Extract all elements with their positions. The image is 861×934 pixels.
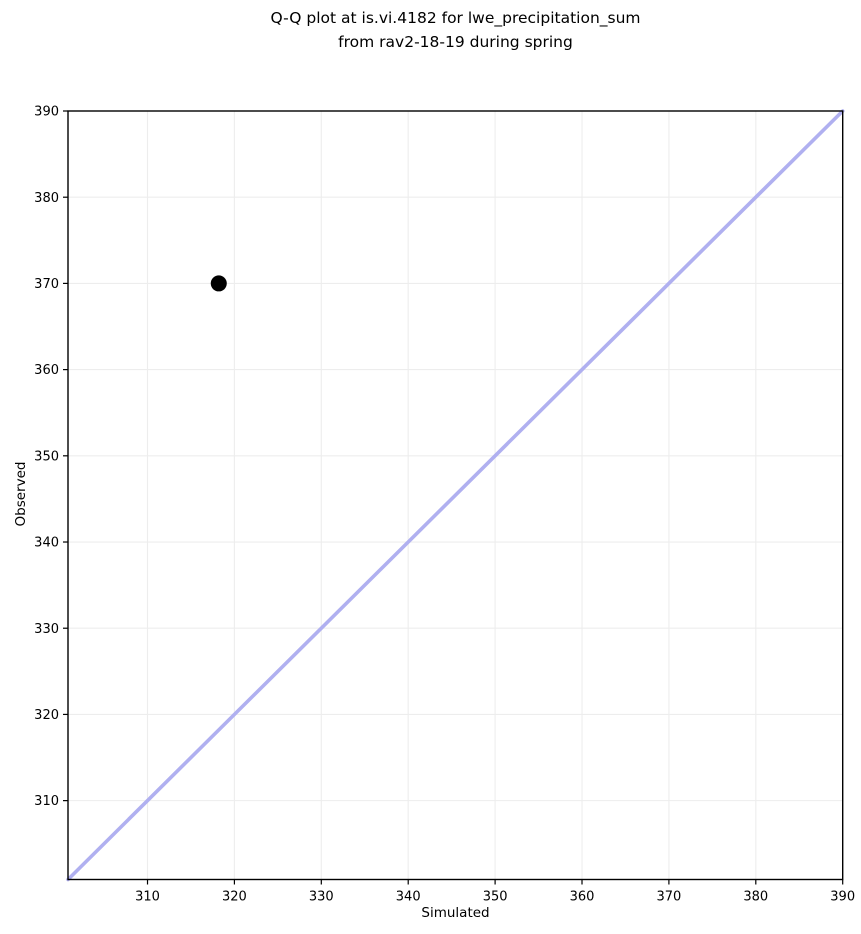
identity-line [66, 109, 845, 882]
y-tick-label: 320 [34, 708, 59, 723]
x-tick-label: 390 [830, 890, 855, 905]
x-tick-label: 340 [396, 890, 421, 905]
x-tick-label: 330 [309, 890, 334, 905]
y-tick-label: 380 [34, 191, 59, 206]
x-tick-label: 370 [656, 890, 681, 905]
plot-border [67, 110, 844, 881]
y-tick-label: 360 [34, 363, 59, 378]
y-tick-label: 330 [34, 622, 59, 637]
y-tick-label: 340 [34, 536, 59, 551]
x-tick-label: 310 [135, 890, 160, 905]
x-tick-label: 380 [743, 890, 768, 905]
x-tick-label: 350 [483, 890, 508, 905]
x-tick-label: 320 [222, 890, 247, 905]
chart-title: Q-Q plot at is.vi.4182 for lwe_precipita… [270, 9, 641, 51]
y-tick-label: 350 [34, 449, 59, 464]
y-tick-label: 310 [34, 794, 59, 809]
y-axis-label: Observed [13, 461, 29, 527]
data-point [210, 275, 227, 292]
y-tick-label: 370 [34, 277, 59, 292]
x-axis-label: Simulated [421, 905, 490, 921]
x-tick-label: 360 [570, 890, 595, 905]
y-tick-label: 390 [34, 105, 59, 120]
